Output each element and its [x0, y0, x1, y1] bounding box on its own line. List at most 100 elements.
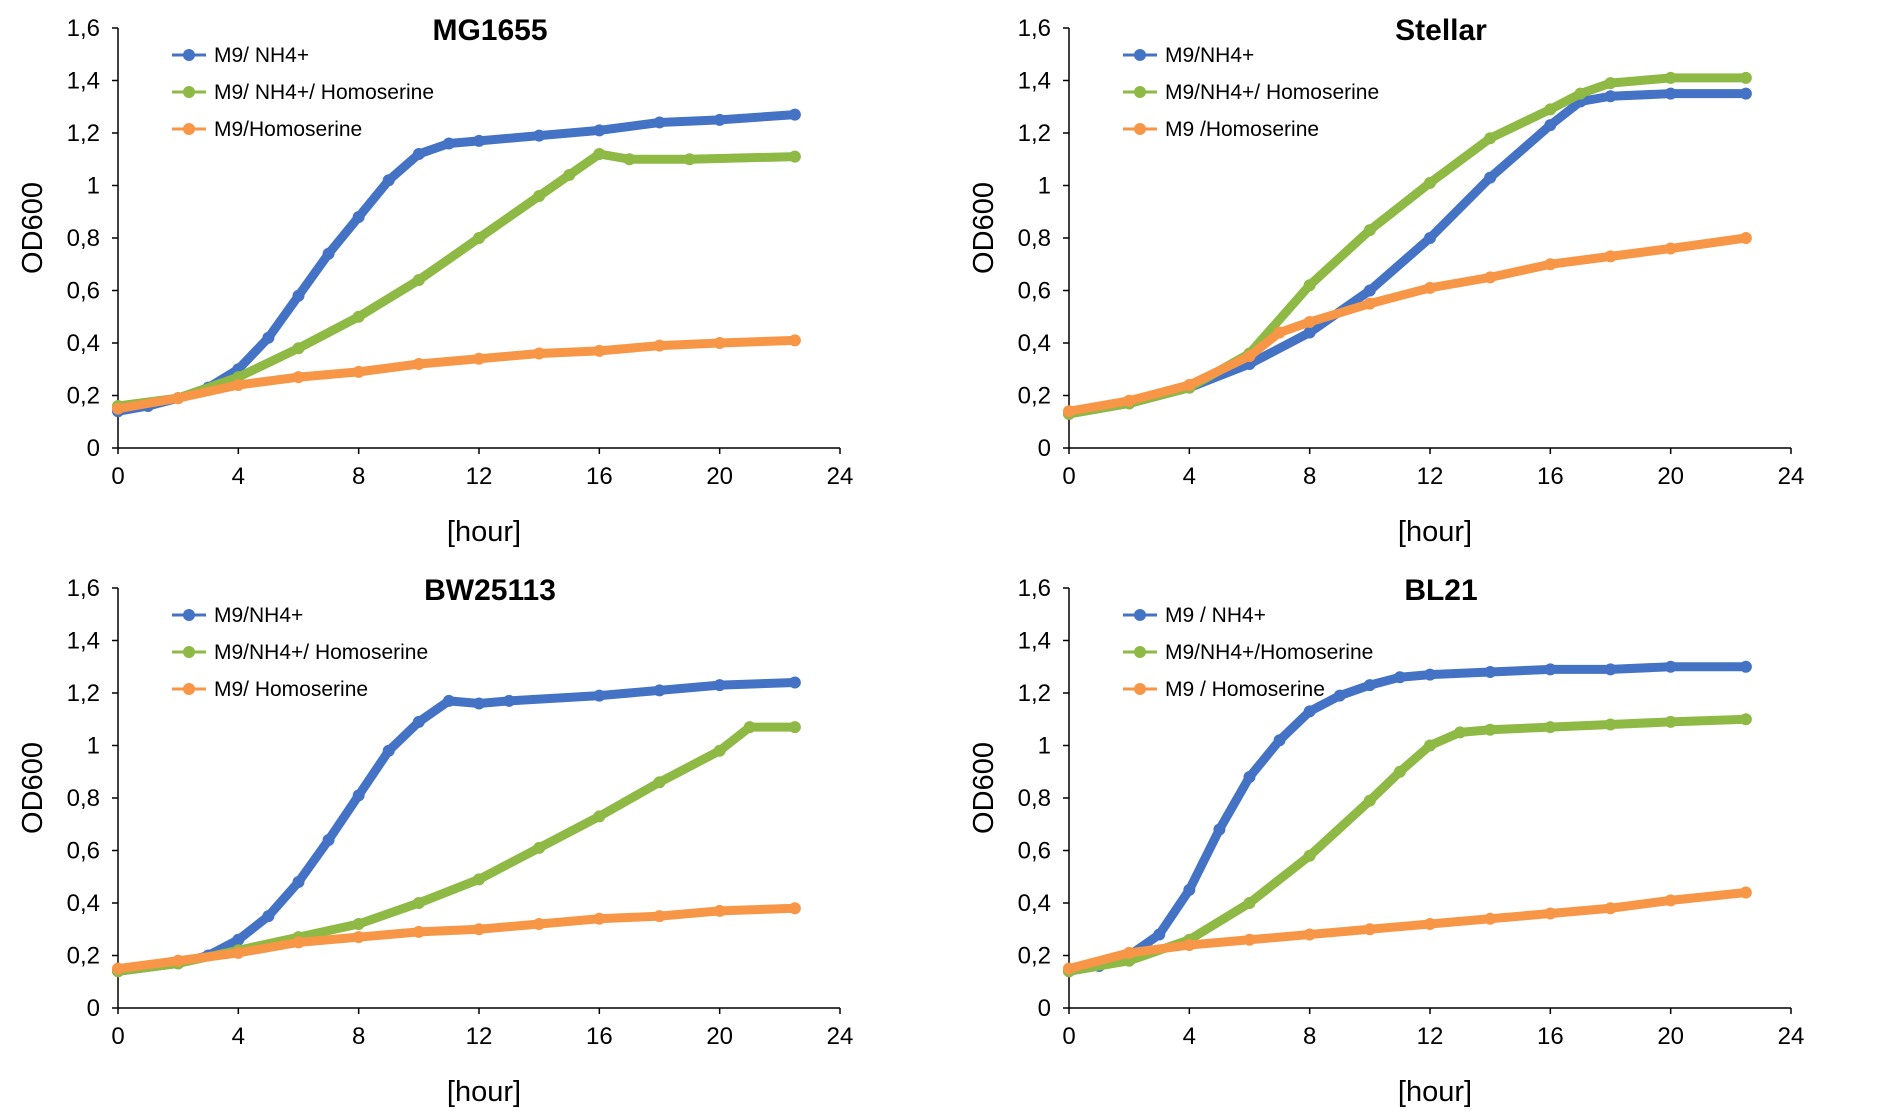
data-point	[382, 174, 395, 187]
data-point	[1424, 739, 1436, 752]
y-tick-label: 1,4	[1018, 68, 1051, 95]
x-tick-label: 0	[1062, 463, 1075, 490]
series-line	[113, 149, 800, 411]
data-point	[292, 342, 305, 355]
x-tick-label: 8	[352, 463, 365, 490]
x-tick-label: 4	[1183, 463, 1196, 490]
y-axis-label: OD600	[17, 182, 49, 274]
chart-title: BW25113	[424, 574, 556, 607]
y-tick-label: 1,2	[67, 120, 100, 147]
data-point	[1739, 71, 1752, 84]
data-point	[1303, 279, 1316, 292]
x-tick-label: 12	[1417, 1023, 1444, 1050]
data-point	[412, 925, 425, 938]
data-point	[788, 108, 801, 121]
data-point	[713, 744, 726, 757]
data-point	[1604, 718, 1617, 731]
data-point	[1123, 946, 1136, 959]
data-point	[653, 776, 666, 789]
y-tick-label: 0,2	[67, 943, 100, 970]
data-point	[653, 339, 666, 352]
data-point	[1123, 394, 1136, 407]
x-tick-label: 0	[1062, 1023, 1075, 1050]
data-point	[382, 744, 395, 757]
y-tick-label: 1,2	[1018, 680, 1051, 707]
chart-panel-mg1655: 0 0,2 0,4 0,6 0,8 1 1,2 1,4 1,6 0 4 8 12 16 20 24 [hour]…	[0, 0, 951, 560]
data-point	[1243, 933, 1256, 946]
data-point	[232, 946, 245, 959]
y-tick-label: 0,2	[67, 383, 100, 410]
x-tick-label: 24	[1778, 463, 1805, 490]
data-point	[112, 402, 124, 415]
chart-title: Stellar	[1395, 14, 1487, 47]
data-point	[1664, 242, 1677, 255]
data-point	[1303, 326, 1316, 339]
data-point	[1739, 886, 1752, 899]
legend-swatch-marker	[183, 609, 195, 621]
data-point	[788, 902, 801, 915]
series-line	[1064, 662, 1751, 976]
legend-swatch-marker	[183, 49, 195, 61]
data-point	[533, 841, 546, 854]
data-point	[292, 371, 305, 384]
y-tick-label: 1,4	[67, 628, 100, 655]
data-point	[352, 310, 365, 323]
series-line	[113, 335, 800, 414]
y-tick-label: 0	[1038, 995, 1051, 1022]
y-tick-label: 0,4	[67, 330, 100, 357]
data-point	[1739, 660, 1752, 673]
x-tick-label: 4	[232, 1023, 245, 1050]
data-point	[1544, 103, 1557, 116]
x-tick-label: 16	[1537, 463, 1564, 490]
y-tick-label: 0,8	[1018, 225, 1051, 252]
legend-label: M9 / Homoserine	[1165, 678, 1325, 701]
y-tick-label: 1,4	[1018, 628, 1051, 655]
data-point	[533, 129, 546, 142]
data-point	[1273, 734, 1286, 747]
data-point	[1424, 281, 1436, 294]
data-point	[412, 897, 425, 909]
data-point	[593, 344, 606, 357]
data-point	[352, 365, 365, 378]
chart-svg: 0 0,2 0,4 0,6 0,8 1 1,2 1,4 1,6 0 4 8 12 16 20 24 [hour]…	[968, 574, 1804, 1108]
legend-label: M9/NH4+	[214, 604, 303, 627]
data-point	[1393, 671, 1406, 684]
legend-swatch-marker	[1134, 609, 1146, 621]
data-point	[1604, 902, 1617, 915]
data-point	[1363, 224, 1376, 237]
data-point	[1183, 379, 1196, 391]
data-point	[322, 834, 335, 846]
data-point	[788, 334, 801, 347]
data-point	[1243, 897, 1256, 909]
data-point	[1393, 765, 1406, 778]
data-point	[788, 150, 801, 163]
legend-label: M9/NH4+/ Homoserine	[214, 641, 428, 664]
series-line	[1064, 888, 1751, 974]
y-tick-label: 1,4	[67, 68, 100, 95]
data-point	[1664, 71, 1677, 84]
data-point	[1243, 350, 1256, 363]
data-point	[1303, 928, 1316, 941]
data-point	[593, 689, 606, 702]
data-point	[1604, 250, 1617, 263]
chart-svg: 0 0,2 0,4 0,6 0,8 1 1,2 1,4 1,6 0 4 8 12 16 20 24 [hour]…	[968, 14, 1805, 548]
x-tick-label: 12	[466, 463, 493, 490]
data-point	[563, 169, 576, 181]
x-tick-label: 8	[1303, 463, 1316, 490]
x-tick-label: 20	[1657, 463, 1684, 490]
data-point	[1739, 713, 1752, 726]
y-tick-label: 0,8	[67, 225, 100, 252]
y-tick-label: 1,6	[1018, 575, 1051, 602]
data-point	[713, 679, 726, 692]
y-tick-label: 0,6	[67, 278, 100, 305]
data-point	[1544, 663, 1557, 676]
x-axis-label: [hour]	[447, 516, 521, 548]
y-tick-label: 0,8	[1018, 785, 1051, 812]
data-point	[1183, 883, 1196, 896]
legend-label: M9/ NH4+	[214, 44, 309, 67]
data-point	[1063, 405, 1075, 418]
y-tick-label: 0	[87, 995, 100, 1022]
series-line	[1064, 714, 1751, 976]
data-point	[1544, 258, 1557, 271]
